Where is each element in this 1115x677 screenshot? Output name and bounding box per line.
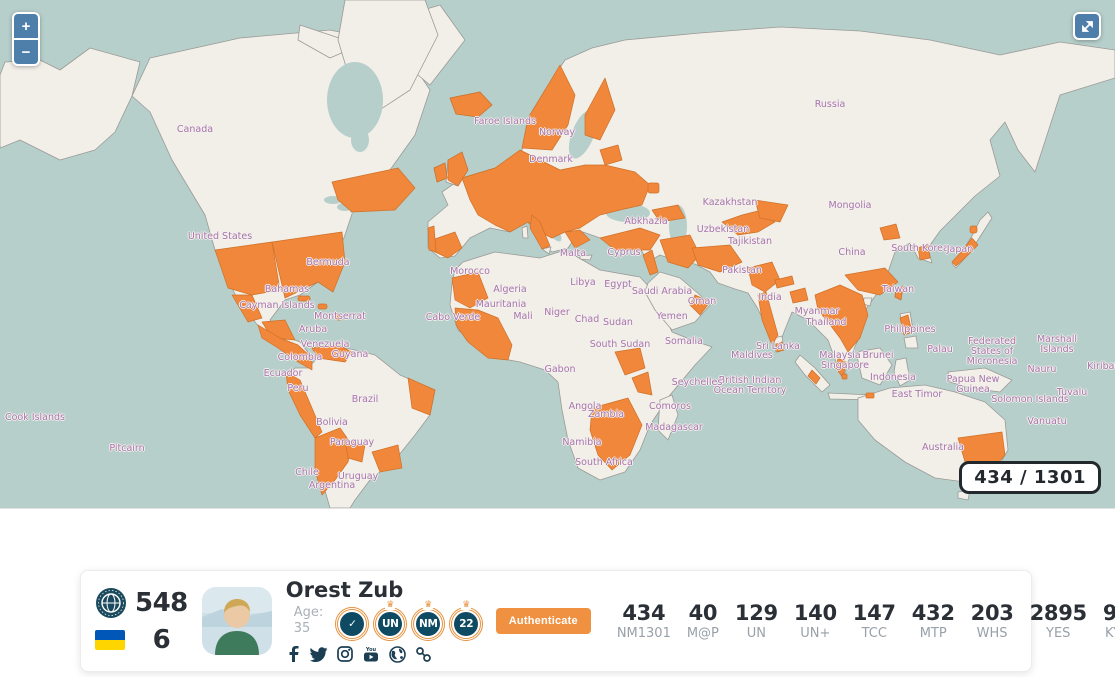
zoom-in-button[interactable]: + [14, 14, 38, 38]
profile-name: Orest Zub [285, 578, 404, 603]
map-fullscreen-control [1073, 12, 1101, 40]
stat-label: M@P [686, 626, 719, 641]
stat-value: 432 [911, 601, 955, 625]
stat-label: TCC [861, 626, 887, 641]
stat-value: 140 [793, 601, 837, 625]
stat-nm1301[interactable]: 434 NM1301 [617, 601, 671, 641]
svg-text:You: You [365, 647, 377, 653]
award-badge-label: 22 [454, 611, 479, 636]
zoom-out-button[interactable]: − [14, 40, 38, 64]
stat-label: YES [1046, 626, 1071, 641]
award-badge[interactable]: 22 [449, 606, 484, 641]
award-badge-label: NM [416, 611, 441, 636]
award-badge[interactable]: ✓ [335, 606, 370, 641]
link-icon[interactable] [415, 646, 432, 663]
stat-label: UN [746, 626, 766, 641]
world-map[interactable] [0, 0, 1115, 508]
youtube-icon[interactable]: You [362, 646, 380, 662]
rank-block: 548 6 [95, 587, 188, 655]
profile-card: 548 6 Orest Zub Age: 35 ✓ UN NM 22 You Auth… [80, 570, 1115, 672]
country-rank-value: 6 [152, 625, 171, 655]
twitter-icon[interactable] [309, 646, 328, 662]
stat-value: 203 [970, 601, 1014, 625]
website-globe-icon[interactable] [388, 645, 406, 663]
regions-counter-badge: 434 / 1301 [959, 461, 1101, 494]
stat-label: KYE [1105, 626, 1115, 641]
fullscreen-icon[interactable] [1075, 14, 1099, 38]
age-value: 35 [293, 620, 311, 636]
identity-block: Orest Zub Age: 35 ✓ UN NM 22 You [285, 578, 484, 663]
stat-value: 434 [622, 601, 666, 625]
stat-value: 147 [852, 601, 896, 625]
stat-value: 2895 [1029, 601, 1088, 625]
award-badge-label: ✓ [340, 611, 365, 636]
stat-value: 40 [688, 601, 718, 625]
stat-kye[interactable]: 91KYE [1103, 601, 1115, 641]
stat-un[interactable]: 129 UN [735, 601, 778, 641]
stat-label: WHS [976, 626, 1008, 641]
stat-label: UN+ [800, 626, 831, 641]
nomadmania-seal-icon [95, 587, 129, 619]
ukraine-flag-icon [95, 630, 125, 650]
stats-row: 434 NM1301 40 M@P 129 UN 140 UN+ 147 TCC 432 MTP 203… [617, 601, 1115, 641]
stat-yes[interactable]: 2895 YES [1029, 601, 1088, 641]
social-links: You [286, 645, 482, 663]
stat-mtp[interactable]: 432 MTP [912, 601, 955, 641]
badge-row: ✓ UN NM 22 [335, 606, 484, 641]
stat-mp[interactable]: 40 M@P [687, 601, 719, 641]
instagram-icon[interactable] [336, 646, 353, 662]
map-zoom-control: + − [12, 12, 40, 66]
stat-un[interactable]: 140 UN+ [794, 601, 837, 641]
award-badge-label: UN [378, 611, 403, 636]
facebook-icon[interactable] [286, 646, 301, 663]
avatar[interactable] [201, 587, 272, 655]
stat-tcc[interactable]: 147 TCC [853, 601, 896, 641]
stat-value: 129 [734, 601, 778, 625]
award-badge[interactable]: UN [373, 606, 408, 641]
age-label: Age: [293, 604, 324, 620]
authenticate-button[interactable]: Authenticate [495, 608, 591, 634]
world-map-panel: Canada United States Bermuda Bahamas Cayman … [0, 0, 1115, 509]
stat-label: NM1301 [616, 626, 671, 641]
stat-value: 91 [1102, 601, 1115, 625]
stat-whs[interactable]: 203 WHS [971, 601, 1014, 641]
award-badge[interactable]: NM [411, 606, 446, 641]
world-rank-value: 548 [135, 588, 188, 618]
stat-label: MTP [919, 626, 947, 641]
